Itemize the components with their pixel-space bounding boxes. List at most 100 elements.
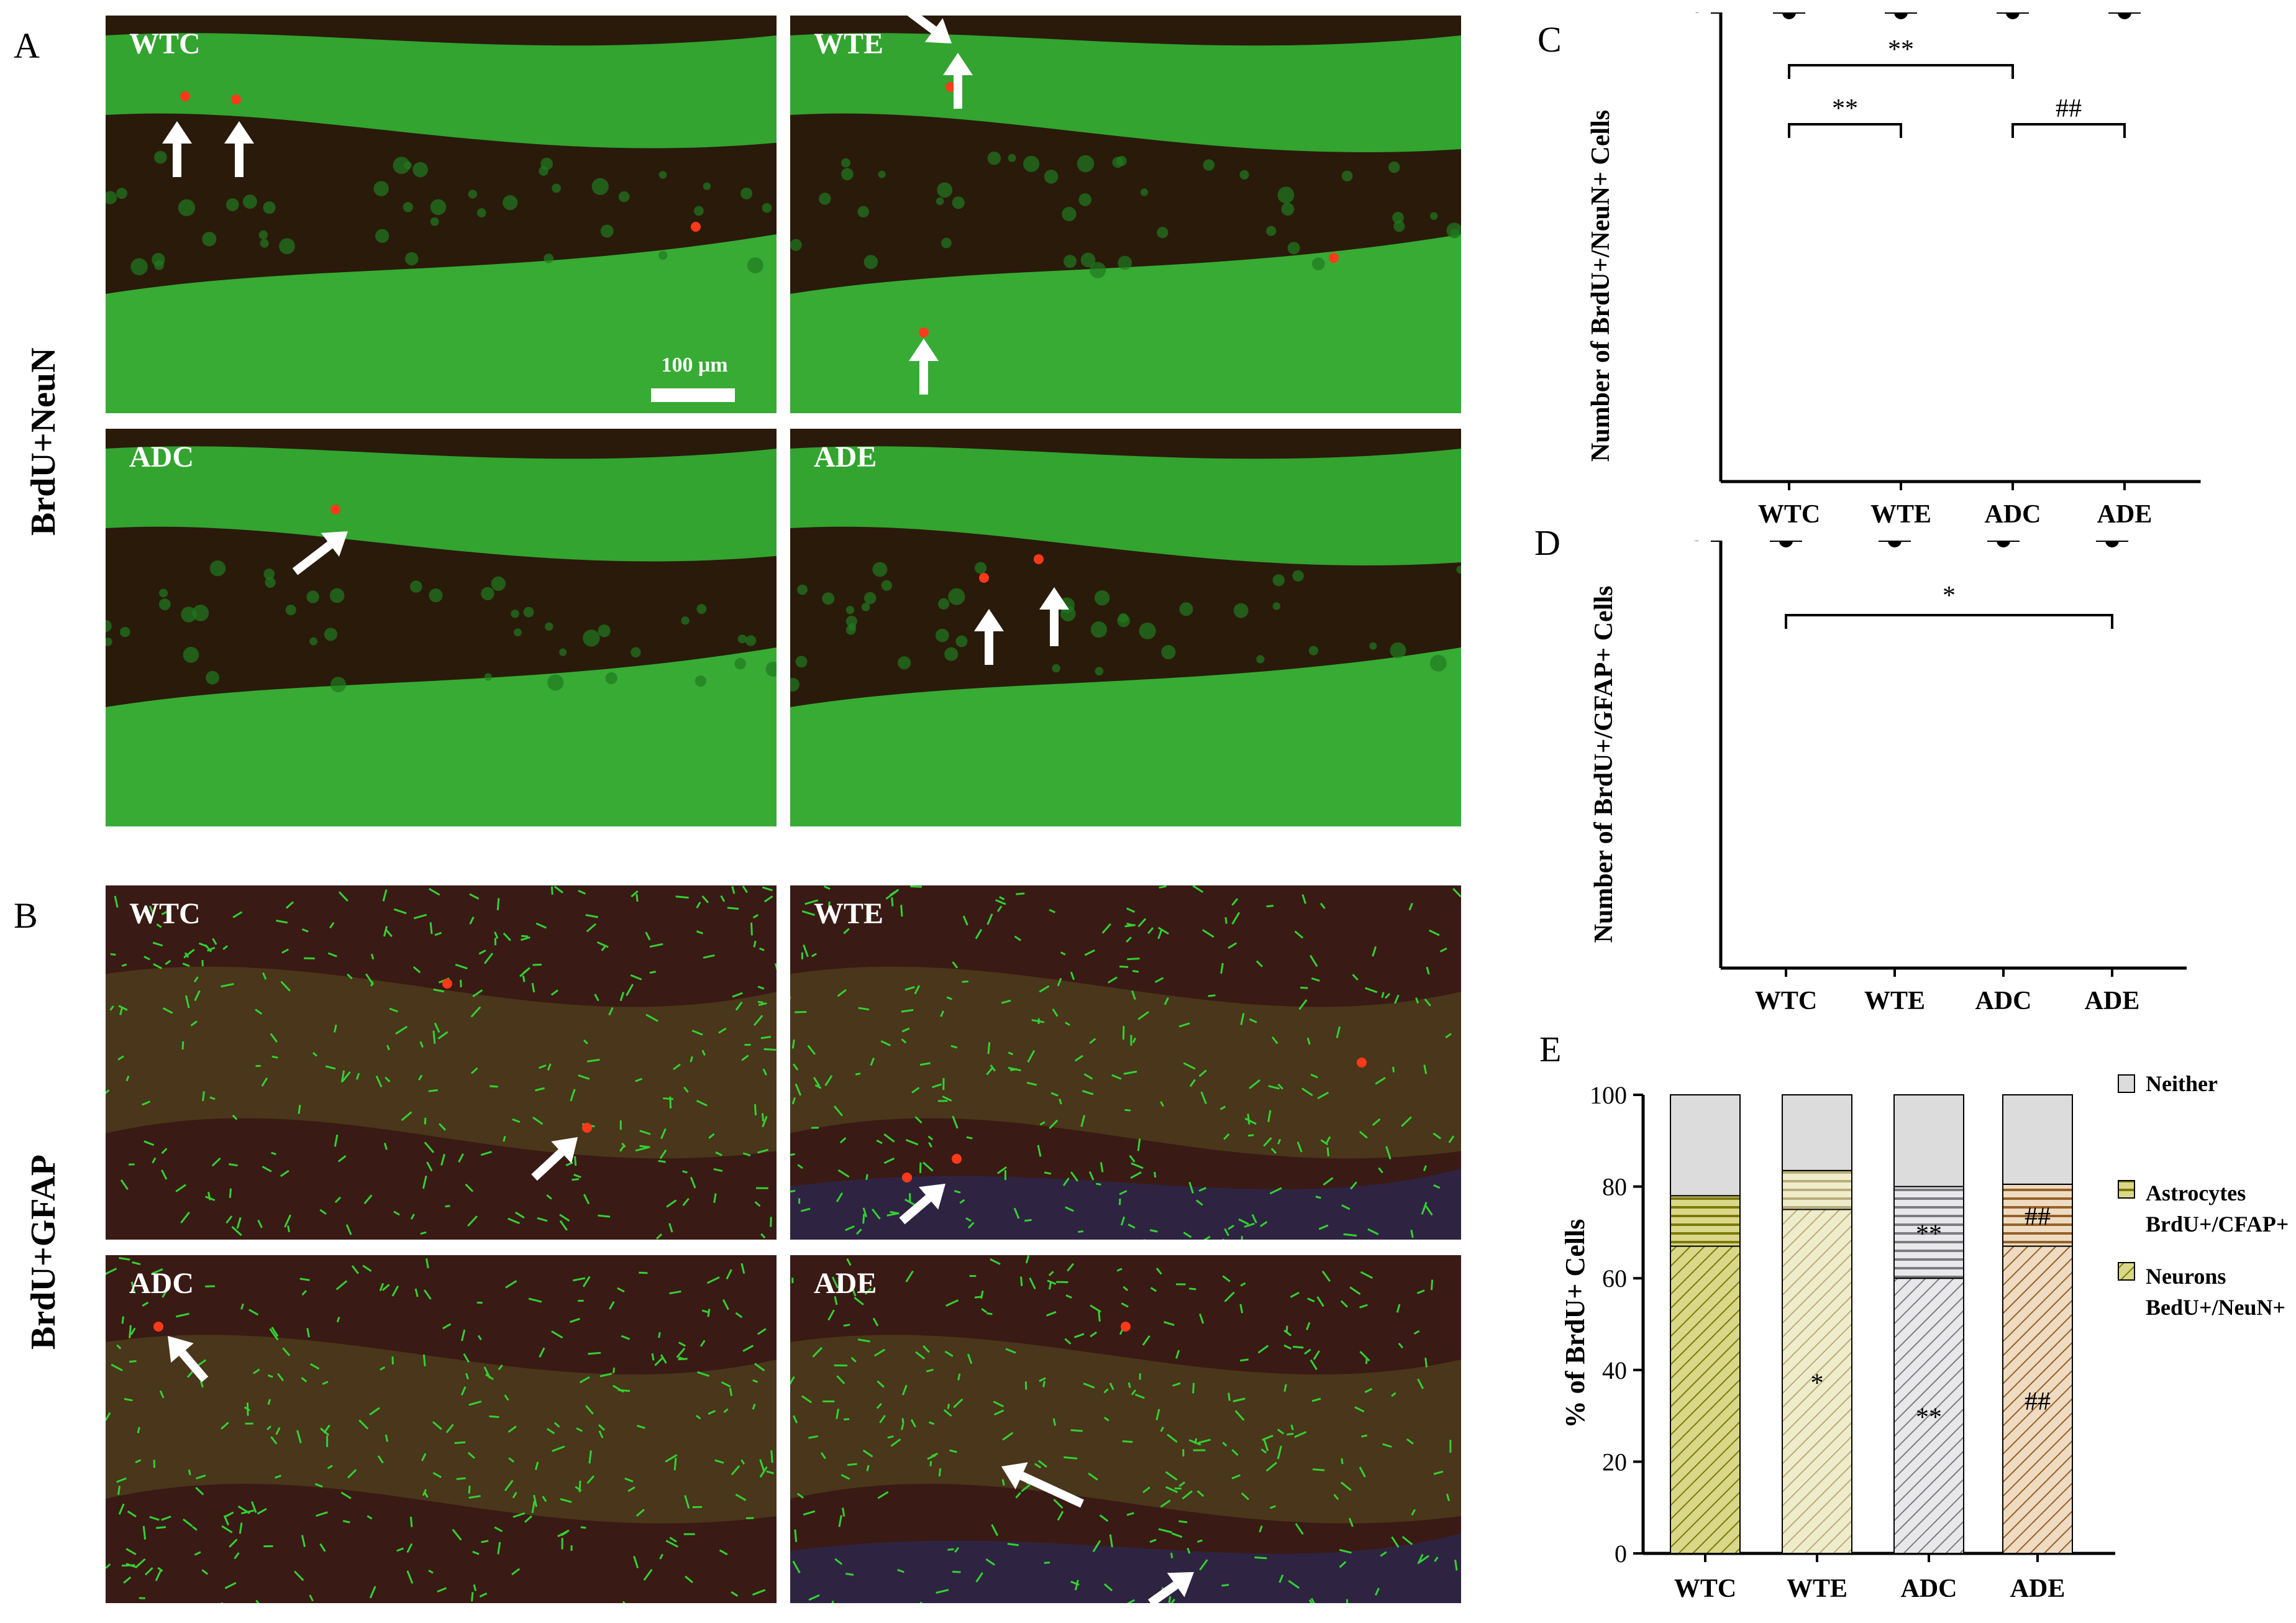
- astrocyte-process: [1119, 966, 1128, 967]
- cell-nucleus: [192, 605, 209, 621]
- cell-nucleus: [559, 649, 567, 656]
- cell-nucleus: [178, 199, 195, 216]
- brdu-positive-cell: [952, 1154, 962, 1164]
- cell-nucleus: [306, 590, 319, 603]
- astrocyte-process: [1021, 1276, 1022, 1286]
- astrocyte-process: [122, 1317, 123, 1324]
- cell-nucleus: [410, 580, 422, 593]
- stack-segment: [1670, 1246, 1740, 1553]
- micrograph-label: ADC: [129, 440, 194, 474]
- cell-nucleus: [1118, 256, 1132, 270]
- cell-nucleus: [1281, 203, 1294, 216]
- cell-nucleus: [658, 251, 667, 260]
- cell-nucleus: [952, 196, 965, 209]
- micrograph-image: [106, 885, 777, 1240]
- astrocyte-process: [845, 1574, 854, 1575]
- cell-nucleus: [206, 671, 219, 685]
- cell-nucleus: [948, 588, 965, 605]
- cell-nucleus: [734, 658, 746, 670]
- astrocyte-process: [472, 1592, 473, 1601]
- cell-nucleus: [1077, 155, 1095, 173]
- mean-point: [1782, 12, 1796, 19]
- cell-nucleus: [694, 206, 704, 216]
- astrocyte-process: [1169, 1596, 1170, 1603]
- x-tick-label: ADE: [2097, 500, 2152, 529]
- astrocyte-process: [1347, 1599, 1348, 1603]
- astrocyte-process: [1129, 1383, 1130, 1388]
- x-tick-label: WTC: [1758, 500, 1820, 529]
- x-tick-label: WTE: [1787, 1575, 1847, 1603]
- micrograph-ade-neun: ADE: [790, 429, 1461, 826]
- cell-nucleus: [695, 675, 706, 687]
- mean-point: [1894, 12, 1908, 19]
- cell-nucleus: [1078, 193, 1091, 206]
- cell-nucleus: [210, 560, 226, 576]
- mean-point: [2118, 12, 2131, 19]
- row-label-neun: BrdU+NeuN: [24, 374, 63, 536]
- astrocyte-process: [939, 1468, 940, 1476]
- cell-nucleus: [703, 183, 711, 190]
- astrocyte-process: [425, 1118, 426, 1125]
- astrocyte-process: [445, 1206, 450, 1207]
- micrograph-adc-gfap: ADC: [106, 1255, 777, 1603]
- cell-nucleus: [1023, 156, 1039, 172]
- cell-nucleus: [544, 254, 554, 263]
- astrocyte-process: [122, 964, 127, 966]
- astrocyte-process: [1178, 1521, 1187, 1522]
- y-tick-label: 4: [1691, 541, 1703, 546]
- cell-nucleus: [598, 624, 610, 637]
- chart-d: 01234Number of BrdU+/GFAP+ CellsWTCWTEAD…: [1547, 541, 2236, 1031]
- astrocyte-process: [1293, 1346, 1303, 1347]
- micrograph-wte-neun: WTE: [790, 16, 1461, 413]
- legend-label: BedU+/NeuN+: [2146, 1295, 2285, 1320]
- cell-nucleus: [1266, 226, 1276, 236]
- astrocyte-process: [272, 1056, 278, 1058]
- cell-nucleus: [955, 636, 967, 647]
- cell-nucleus: [1292, 570, 1303, 582]
- astrocyte-process: [670, 1097, 671, 1109]
- cell-nucleus: [373, 181, 389, 196]
- cell-nucleus: [790, 239, 802, 251]
- x-tick-label: ADC: [1985, 500, 2041, 529]
- astrocyte-process: [1361, 1435, 1367, 1437]
- cell-nucleus: [1388, 162, 1400, 173]
- cell-nucleus: [898, 656, 911, 669]
- cell-nucleus: [1139, 623, 1156, 639]
- chart-c-svg: 0510152025Number of BrdU+/NeuN+ CellsWTC…: [1547, 12, 2236, 541]
- astrocyte-process: [675, 1458, 676, 1470]
- brdu-positive-cell: [902, 1173, 912, 1182]
- astrocyte-process: [1064, 1457, 1077, 1458]
- astrocyte-process: [457, 1478, 466, 1479]
- cell-nucleus: [1161, 645, 1175, 659]
- brdu-positive-cell: [330, 505, 340, 514]
- cell-nucleus: [130, 258, 148, 276]
- mean-point: [1997, 541, 2010, 547]
- astrocyte-process: [1221, 1585, 1229, 1586]
- cell-nucleus: [330, 677, 346, 692]
- cell-nucleus: [393, 157, 410, 174]
- cell-nucleus: [552, 184, 561, 193]
- micrograph-wtc-gfap: WTC: [106, 885, 777, 1240]
- astrocyte-process: [429, 1090, 438, 1091]
- micrograph-label: WTC: [129, 27, 201, 61]
- astrocyte-process: [793, 1040, 794, 1048]
- cell-nucleus: [514, 628, 522, 636]
- cell-nucleus: [975, 562, 986, 574]
- cell-nucleus: [747, 257, 763, 273]
- cell-nucleus: [796, 656, 808, 668]
- cell-nucleus: [606, 672, 617, 684]
- cell-nucleus: [330, 588, 345, 603]
- cell-nucleus: [259, 231, 268, 240]
- y-tick-label: 25: [1679, 12, 1703, 18]
- astrocyte-process: [967, 1137, 972, 1138]
- micrograph-image: [790, 429, 1461, 826]
- astrocyte-process: [477, 1302, 483, 1303]
- legend-label: Astrocytes: [2146, 1181, 2246, 1205]
- x-tick-label: WTE: [1864, 987, 1925, 1015]
- y-tick-label: 80: [1602, 1173, 1627, 1201]
- cell-nucleus: [154, 260, 164, 270]
- cell-nucleus: [849, 623, 856, 631]
- astrocyte-process: [1426, 1358, 1427, 1367]
- astrocyte-process: [1132, 971, 1139, 972]
- cell-nucleus: [941, 238, 952, 249]
